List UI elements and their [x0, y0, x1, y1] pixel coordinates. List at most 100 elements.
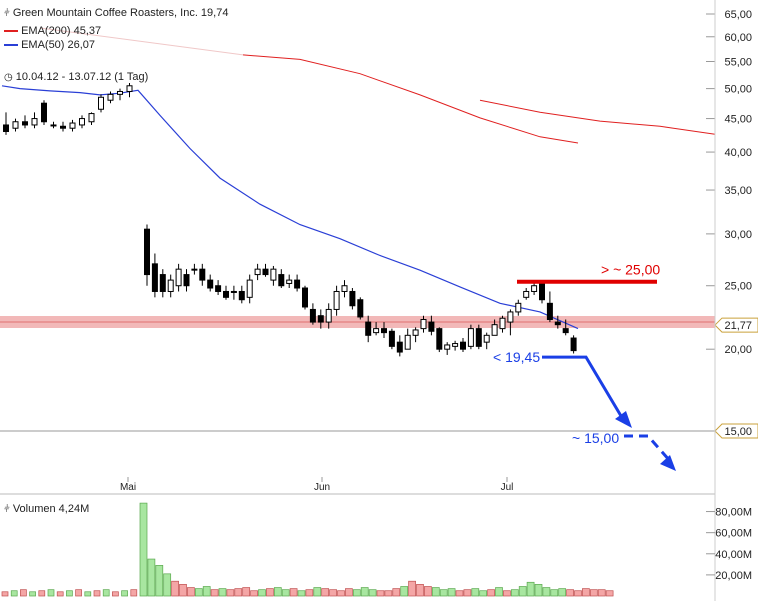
volume-bar: [1, 591, 9, 597]
candle-body: [191, 268, 198, 271]
candle-body: [126, 85, 133, 92]
month-label: Jul: [501, 482, 514, 493]
ema200-path-a: [242, 54, 579, 144]
price-marker-label: 21,77: [724, 320, 752, 332]
volume-bar: [400, 586, 409, 597]
volume-bar: [56, 591, 64, 597]
ema50-path: [1, 85, 579, 330]
candle-body: [79, 118, 85, 126]
candle-body: [531, 285, 538, 292]
volume-bar: [234, 588, 243, 597]
volume-bar: [376, 590, 385, 597]
projection-arrowhead: [660, 455, 676, 471]
volume-bar: [66, 590, 73, 597]
volume-bar: [329, 589, 337, 597]
candle-body: [365, 321, 372, 336]
candle-body: [270, 268, 277, 281]
volume-tick-label: 60,00M: [715, 528, 752, 540]
ema50-line: [1, 85, 579, 330]
candle-body: [317, 315, 324, 323]
date-range-row: ◷ 10.04.12 - 13.07.12 (1 Tag): [4, 71, 148, 83]
price-tick-label: 55,00: [724, 57, 752, 69]
volume-bar: [352, 589, 361, 597]
candle-body: [151, 263, 158, 292]
legend-ema50[interactable]: EMA(50) 26,07: [4, 39, 95, 51]
volume-bar: [431, 587, 440, 597]
candle-body: [381, 328, 387, 334]
volume-bar: [210, 589, 219, 597]
volume-bar: [416, 584, 424, 597]
volume-bar: [566, 589, 574, 597]
volume-bar: [84, 591, 92, 597]
price-tick-label: 20,00: [724, 344, 752, 356]
ema50-swatch: [4, 44, 18, 47]
volume-bar: [242, 587, 251, 597]
target-low-label: ~ 15,00: [572, 430, 619, 446]
candle-body: [60, 125, 66, 129]
time-axis: Mai Jun Jul: [120, 477, 513, 493]
volume-bar: [305, 589, 314, 597]
volume-bar: [479, 590, 488, 597]
candle-body: [523, 290, 530, 298]
price-tick-label: 45,00: [724, 114, 752, 126]
grid-lines: [706, 13, 715, 350]
candle-body: [302, 287, 308, 308]
volume-bar: [550, 589, 559, 597]
volume-bar: [297, 590, 306, 597]
price-marker-flag: [714, 317, 758, 333]
candle-body: [570, 337, 577, 352]
volume-label: Volumen 4,24M: [12, 503, 90, 515]
candle-body: [420, 319, 427, 330]
volume-bar: [510, 589, 519, 597]
volume-bar: [20, 589, 27, 597]
candle-body: [460, 341, 466, 350]
title-row: ⫩ Green Mountain Coffee Roasters, Inc. 1…: [4, 7, 228, 19]
candle-body: [515, 302, 522, 313]
price-tick-label: 40,00: [724, 147, 752, 159]
candle-body: [22, 121, 28, 126]
candle-body: [238, 290, 245, 301]
volume-bar: [574, 590, 582, 597]
legend-ema200[interactable]: EMA(200) 45,37: [4, 25, 101, 37]
candle-body: [3, 124, 9, 133]
candle-body: [373, 328, 380, 334]
month-label: Jun: [314, 482, 330, 493]
candle-body: [230, 290, 237, 293]
candle-body: [436, 328, 443, 350]
candle-body: [199, 268, 206, 281]
volume-bar: [487, 589, 495, 597]
ema200-faint: [39, 27, 244, 56]
volume-bar: [384, 590, 393, 597]
volume-bar: [321, 588, 330, 597]
down-path: [542, 355, 626, 422]
volume-bar: [38, 590, 46, 597]
volume-bar: [597, 589, 606, 597]
volume-tick-label: 20,00M: [715, 570, 752, 582]
candle-body: [357, 299, 364, 318]
volume-bar: [455, 590, 464, 597]
volume-series: [1, 502, 614, 597]
candle-body: [562, 328, 569, 334]
price-tick-label: 60,00: [724, 32, 752, 44]
volume-bar: [392, 588, 401, 597]
volume-bar: [526, 581, 535, 597]
candle-body: [309, 308, 316, 323]
volume-bar: [345, 588, 353, 597]
candle-body: [546, 302, 553, 321]
volume-axis: 80,00M 60,00M 40,00M 20,00M: [706, 507, 752, 582]
candle-body: [144, 228, 150, 276]
price-tick-label: 65,00: [724, 9, 752, 21]
candle-body: [333, 290, 340, 310]
volume-bar: [250, 590, 258, 597]
volume-header: ⫩ Volumen 4,24M: [4, 503, 89, 515]
volume-bar: [75, 589, 82, 597]
candle-body: [50, 124, 57, 127]
chart-icon: ⫩: [4, 8, 10, 19]
candle-body: [69, 122, 76, 129]
level-marker-label: 15,00: [724, 426, 752, 438]
candle-body: [278, 274, 285, 287]
price-tick-label: 25,00: [724, 281, 752, 293]
candle-body: [175, 268, 182, 287]
ema200-label: EMA(200) 45,37: [21, 25, 102, 37]
